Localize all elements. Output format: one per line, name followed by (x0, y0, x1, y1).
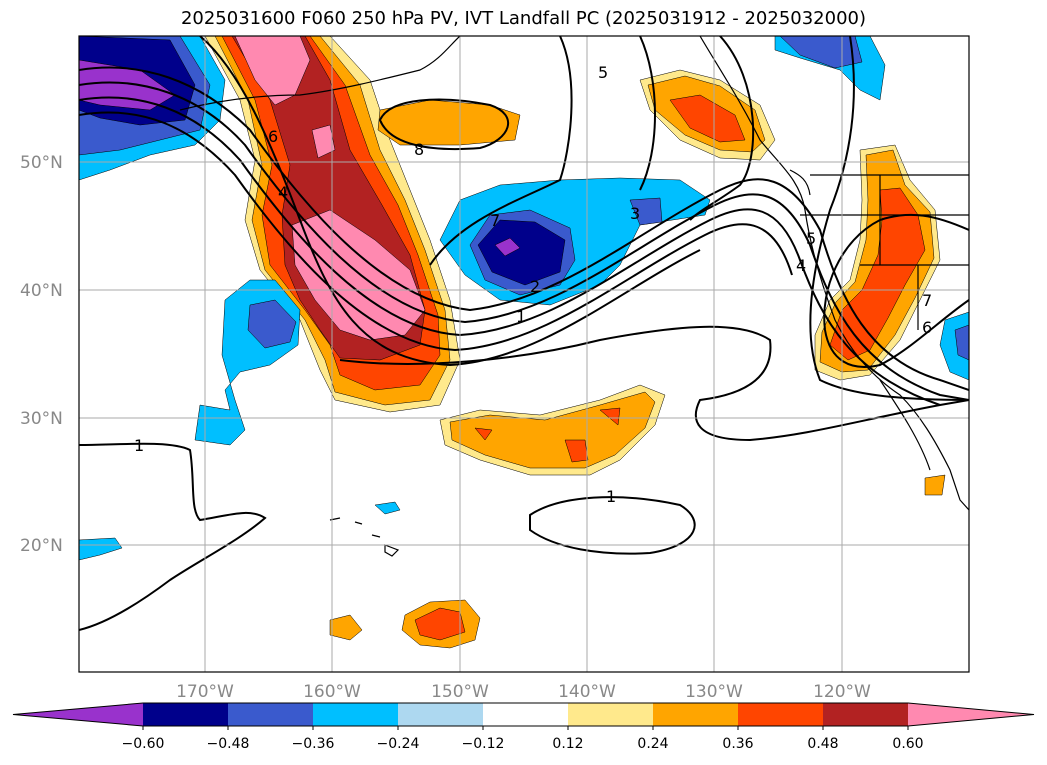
contour-label: 3 (630, 204, 640, 223)
contour-label: 5 (806, 229, 816, 248)
shade-central-negative-dark (477, 219, 566, 286)
shade-south-orange-1 (329, 614, 363, 641)
map-plot-area: 1 1 1 2 3 4 5 5 6 6 7 7 8 4 (79, 36, 969, 672)
coast-vancouver (789, 169, 811, 196)
contour-label: 4 (796, 256, 806, 275)
shade-coast-positive-red (829, 187, 926, 361)
colorbar: −0.60 −0.48 −0.36 −0.24 −0.12 0.12 0.24 0.36 0.4… (12, 702, 1035, 752)
coast-baja (879, 379, 931, 471)
lat-tick-labels: 50°N 40°N 30°N 20°N (20, 153, 63, 556)
contour-label: 7 (922, 291, 932, 310)
coast-alaska (179, 36, 461, 111)
colorbar-swatch (398, 703, 483, 726)
lon-tick-label: 130°W (685, 682, 743, 702)
lon-tick-labels: 170°W 160°W 150°W 140°W 130°W 120°W (176, 682, 871, 702)
colorbar-tick-label: −0.12 (462, 736, 505, 752)
coastlines (179, 36, 969, 557)
colorbar-tick-label: 0.12 (552, 736, 583, 752)
lat-tick-label: 20°N (20, 536, 63, 556)
contour-label: 2 (530, 277, 540, 296)
colorbar-extend-low (13, 703, 143, 726)
map-title: 2025031600 F060 250 hPa PV, IVT Landfall… (180, 8, 867, 29)
colorbar-tick-label: 0.36 (722, 736, 753, 752)
shade-small-orange-se (924, 474, 946, 496)
contour-label: 6 (268, 127, 278, 146)
shade-positive-blob-north (377, 99, 521, 146)
contour-label: 8 (414, 140, 424, 159)
colorbar-swatch (568, 703, 653, 726)
contour-label: 6 (922, 318, 932, 337)
shade-positive-pink-small (311, 124, 336, 159)
shade-ne-red (669, 94, 746, 143)
colorbar-tick-label: 0.24 (637, 736, 668, 752)
lat-tick-label: 40°N (20, 281, 63, 301)
colorbar-swatch (483, 703, 568, 726)
colorbar-tick-label: −0.24 (377, 736, 420, 752)
shade-far-east-negative-mid (954, 324, 969, 361)
hawaii-islands (329, 517, 400, 557)
contour-labels: 1 1 1 2 3 4 5 5 6 6 7 7 8 4 (134, 63, 932, 506)
colorbar-swatch (738, 703, 823, 726)
shade-small-blue-west (79, 537, 123, 561)
lat-tick-label: 30°N (20, 409, 63, 429)
contour-label: 4 (278, 183, 288, 202)
colorbar-tick-label: −0.36 (292, 736, 335, 752)
shade-south-red-2 (414, 607, 466, 641)
colorbar-tick-label: 0.60 (892, 736, 923, 752)
lon-tick-label: 150°W (431, 682, 489, 702)
contour-label: 7 (490, 211, 500, 230)
colorbar-tick-label: 0.48 (807, 736, 838, 752)
lon-tick-label: 160°W (303, 682, 361, 702)
colorbar-swatch (143, 703, 228, 726)
shade-central-negative-core (494, 237, 521, 257)
colorbar-extend-high (908, 703, 1034, 726)
lon-tick-label: 170°W (176, 682, 234, 702)
lat-tick-label: 50°N (20, 153, 63, 173)
contour-label: 1 (606, 487, 616, 506)
colorbar-swatch (823, 703, 908, 726)
contour-label: 1 (516, 307, 526, 326)
gridlines (79, 36, 969, 672)
shade-west-negative-mid (247, 299, 297, 349)
coast-north-america (699, 36, 969, 511)
lon-tick-label: 120°W (813, 682, 871, 702)
contour-label: 1 (134, 436, 144, 455)
lon-tick-label: 140°W (558, 682, 616, 702)
pv-contours (79, 36, 969, 631)
colorbar-tick-label: −0.48 (207, 736, 250, 752)
colorbar-tick-label: −0.60 (122, 736, 165, 752)
shade-small-blue-hawaii (374, 501, 401, 515)
contour-label: 5 (598, 63, 608, 82)
colorbar-swatch (313, 703, 398, 726)
map-frame (78, 35, 970, 673)
colorbar-swatch (653, 703, 738, 726)
border-states (800, 175, 969, 330)
colorbar-swatch (228, 703, 313, 726)
